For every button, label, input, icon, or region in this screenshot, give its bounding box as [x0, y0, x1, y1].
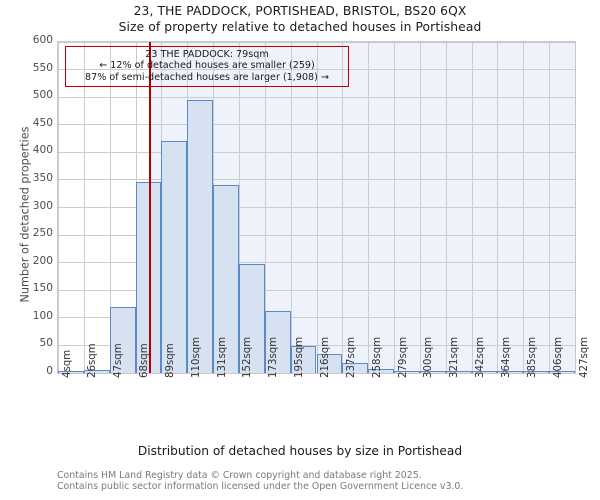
x-tick-label: 152sqm — [242, 336, 254, 378]
gridline-vertical — [58, 42, 59, 373]
x-tick-label: 237sqm — [345, 336, 357, 378]
x-tick-label: 406sqm — [552, 336, 564, 378]
histogram-bar — [419, 371, 446, 373]
gridline-vertical — [368, 42, 370, 373]
histogram-bar — [290, 345, 317, 373]
gridline-vertical — [471, 42, 473, 373]
gridline-vertical — [264, 42, 266, 373]
histogram-bar — [213, 184, 239, 373]
gridline-vertical — [419, 42, 421, 373]
histogram-bar — [238, 264, 265, 373]
histogram-bar — [316, 353, 343, 373]
y-tick-label: 100 — [32, 309, 53, 322]
y-axis-label: Number of detached properties — [18, 126, 32, 303]
histogram-bar — [394, 370, 420, 373]
x-tick-label: 427sqm — [578, 336, 590, 378]
property-marker-line — [148, 42, 151, 373]
histogram-bar — [58, 371, 84, 373]
gridline-vertical — [238, 42, 240, 373]
annotation-line-3: 87% of semi-detached houses are larger (… — [85, 71, 329, 83]
histogram-bar — [161, 141, 188, 373]
x-axis-label: Distribution of detached houses by size … — [137, 444, 463, 458]
chart-title: 23, THE PADDOCK, PORTISHEAD, BRISTOL, BS… — [133, 4, 467, 18]
x-tick-label: 279sqm — [397, 336, 409, 378]
y-tick-label: 350 — [32, 171, 53, 184]
gridline-vertical — [549, 42, 551, 373]
gridline-vertical — [290, 42, 292, 373]
x-tick-label: 364sqm — [500, 336, 512, 378]
histogram-bar — [445, 371, 472, 373]
gridline-vertical — [394, 42, 396, 373]
gridline-vertical — [342, 42, 344, 373]
y-tick-label: 500 — [32, 89, 53, 102]
histogram-bar — [497, 371, 524, 373]
chart-subtitle: Size of property relative to detached ho… — [118, 20, 482, 34]
histogram-bar — [187, 99, 214, 373]
footer-attribution: Contains HM Land Registry data © Crown c… — [57, 470, 597, 492]
y-tick-label: 450 — [32, 116, 53, 129]
y-axis-label-wrap: Number of detached properties — [0, 41, 32, 374]
x-tick-label: 26sqm — [87, 343, 99, 378]
y-tick-label: 50 — [39, 337, 53, 350]
y-tick-label: 0 — [46, 365, 53, 377]
histogram-bar — [471, 371, 498, 373]
gridline-vertical — [575, 42, 576, 373]
y-tick-label: 300 — [32, 199, 53, 212]
x-tick-label: 68sqm — [139, 343, 151, 378]
y-tick-label: 550 — [32, 61, 53, 74]
plot-area — [57, 41, 576, 374]
y-axis: 0 50 100 150 200 250 300 350 400 450 500 550 600 — [0, 34, 53, 377]
x-tick-label: 195sqm — [294, 336, 306, 378]
histogram-bar — [342, 363, 369, 373]
gridline-vertical — [109, 42, 111, 373]
gridline-vertical — [316, 42, 318, 373]
gridline-vertical — [83, 42, 85, 373]
x-tick-label: 300sqm — [423, 336, 435, 378]
gridline-vertical — [445, 42, 447, 373]
gridline-vertical — [497, 42, 499, 373]
x-tick-label: 321sqm — [449, 336, 461, 378]
footer-line-1: Contains HM Land Registry data © Crown c… — [57, 470, 422, 481]
y-tick-label: 400 — [32, 144, 53, 157]
x-tick-label: 89sqm — [164, 343, 176, 378]
histogram-bar — [109, 306, 136, 373]
x-tick-label: 47sqm — [113, 343, 125, 378]
x-tick-label: 173sqm — [268, 336, 280, 378]
histogram-bar — [368, 368, 395, 373]
x-tick-label: 4sqm — [61, 349, 73, 378]
histogram-bar — [549, 371, 575, 373]
x-axis: 4sqm 26sqm 47sqm 68sqm 89sqm 110sqm 131sqm 152s… — [57, 337, 590, 438]
x-tick-label: 131sqm — [216, 336, 228, 378]
y-tick-label: 150 — [32, 282, 53, 295]
y-tick-label: 200 — [32, 254, 53, 267]
histogram-bar — [135, 181, 162, 373]
x-tick-label: 342sqm — [475, 336, 487, 378]
x-tick-label: 258sqm — [371, 336, 383, 378]
annotation-box: 23 THE PADDOCK: 79sqm ← 12% of detached … — [65, 46, 349, 88]
histogram-bar — [264, 310, 291, 373]
footer-line-2: Contains public sector information licen… — [57, 481, 464, 493]
x-tick-label: 110sqm — [190, 336, 202, 378]
y-tick-label: 250 — [32, 227, 53, 240]
histogram-bar — [83, 370, 110, 373]
annotation-line-1: 23 THE PADDOCK: 79sqm — [145, 49, 269, 60]
y-tick-label: 600 — [32, 34, 53, 46]
histogram-bar — [523, 371, 550, 373]
annotation-line-2: ← 12% of detached houses are smaller (25… — [99, 60, 315, 72]
x-tick-label: 216sqm — [320, 336, 331, 378]
gridline-vertical — [523, 42, 525, 373]
x-tick-label: 385sqm — [526, 336, 538, 378]
